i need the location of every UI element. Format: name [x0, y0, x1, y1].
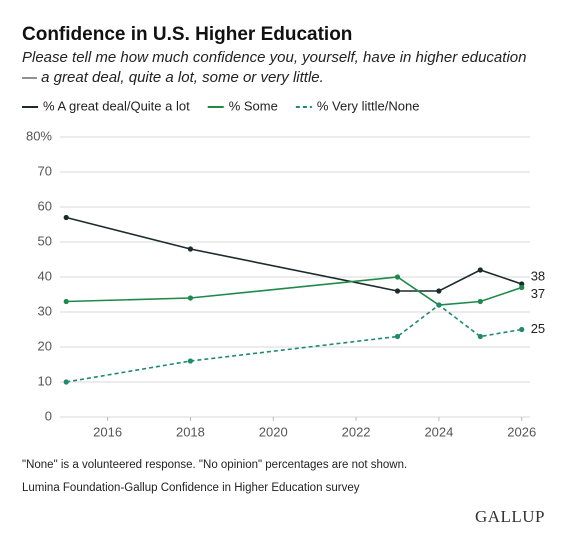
data-point	[63, 214, 69, 221]
y-tick-label: 20	[38, 338, 52, 353]
y-tick-label: 60	[38, 198, 52, 213]
data-point	[436, 302, 442, 308]
data-point	[187, 246, 194, 252]
x-tick-label: 2018	[176, 424, 205, 439]
data-point	[63, 379, 69, 385]
legend-label: % A great deal/Quite a lot	[43, 98, 190, 113]
data-point	[436, 288, 442, 294]
end-label: 38	[531, 268, 545, 283]
chart-subtitle: — a great deal, quite a lot, some or ver…	[21, 69, 324, 86]
legend-label: % Very little/None	[317, 98, 420, 113]
x-tick-label: 2020	[259, 424, 288, 439]
y-tick-label: 70	[38, 163, 52, 178]
legend-label: % Some	[229, 98, 278, 113]
x-tick-label: 2026	[507, 424, 536, 439]
data-point	[477, 298, 483, 305]
data-point	[394, 274, 401, 280]
data-point	[187, 358, 194, 364]
brand-logo: GALLUP	[475, 507, 545, 526]
footnote: "None" is a volunteered response. "No op…	[22, 459, 407, 471]
y-tick-label: 10	[38, 373, 52, 388]
data-point	[394, 333, 401, 340]
data-point	[519, 284, 525, 291]
x-tick-label: 2016	[93, 424, 122, 439]
data-point	[63, 298, 69, 305]
data-point	[519, 326, 525, 333]
source: Lumina Foundation-Gallup Confidence in H…	[22, 482, 360, 494]
chart-subtitle: Please tell me how much confidence you, …	[22, 49, 526, 66]
y-tick-label: 30	[38, 303, 52, 318]
chart-title: Confidence in U.S. Higher Education	[22, 24, 352, 45]
y-tick-label: 0	[45, 408, 52, 423]
data-point	[477, 267, 483, 273]
end-label: 25	[531, 321, 545, 336]
x-tick-label: 2022	[342, 424, 371, 439]
data-point	[477, 333, 483, 340]
x-tick-label: 2024	[424, 424, 453, 439]
series-line	[66, 303, 522, 383]
data-point	[187, 295, 194, 301]
end-label: 37	[531, 286, 545, 301]
y-tick-label: 40	[38, 268, 52, 283]
data-point	[394, 288, 401, 294]
series-line	[66, 276, 522, 306]
y-tick-label: 50	[38, 233, 52, 248]
y-tick-label: 80%	[26, 128, 52, 143]
